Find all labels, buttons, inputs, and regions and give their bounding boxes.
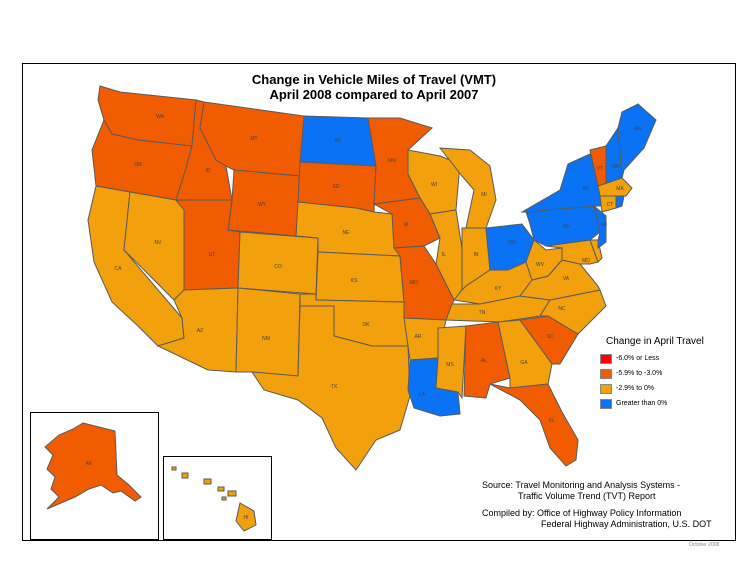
state-NJ <box>593 204 607 249</box>
compiled-line-2: Federal Highway Administration, U.S. DOT <box>541 519 712 529</box>
svg-text:MT: MT <box>250 136 257 142</box>
svg-text:AR: AR <box>415 334 422 340</box>
legend-title: Change in April Travel <box>606 336 704 347</box>
hawaii-inset: HI <box>163 456 272 540</box>
svg-text:NE: NE <box>343 230 351 236</box>
legend-label: -6.0% or Less <box>616 355 660 362</box>
legend-label: -5.9% to -3.0% <box>616 370 663 377</box>
svg-text:PA: PA <box>563 224 570 230</box>
date-note: October 2008 <box>689 542 720 548</box>
compiled-line-1: Compiled by: Office of Highway Policy In… <box>482 508 682 518</box>
svg-text:SD: SD <box>333 184 340 190</box>
state-UT <box>174 199 241 291</box>
svg-text:UT: UT <box>209 252 216 258</box>
svg-text:CO: CO <box>274 264 282 270</box>
svg-text:MD: MD <box>582 258 590 264</box>
state-IA <box>372 197 441 249</box>
state-FL <box>489 383 579 467</box>
svg-text:AZ: AZ <box>197 328 203 334</box>
svg-text:OK: OK <box>362 322 370 328</box>
svg-text:NC: NC <box>558 306 566 312</box>
state-HI <box>171 466 257 532</box>
svg-text:WI: WI <box>431 182 437 188</box>
hawaii-map: HI <box>171 466 257 532</box>
svg-text:ME: ME <box>634 126 642 132</box>
legend-label: -2.9% to 0% <box>616 385 655 392</box>
alaska-inset: AK <box>30 412 159 540</box>
legend-item: -5.9% to -3.0% <box>600 366 740 381</box>
svg-text:NJ: NJ <box>601 222 608 228</box>
state-TX <box>251 305 411 471</box>
svg-text:NM: NM <box>262 336 270 342</box>
svg-text:CT: CT <box>607 202 614 208</box>
map-subtitle: April 2008 compared to April 2007 <box>269 87 479 102</box>
svg-text:WA: WA <box>156 114 165 120</box>
state-CO <box>237 231 319 295</box>
svg-text:VT: VT <box>597 166 603 172</box>
state-ME <box>617 103 657 179</box>
svg-text:IN: IN <box>474 252 479 258</box>
svg-text:CA: CA <box>115 266 123 272</box>
alaska-map: AK <box>44 422 142 510</box>
svg-text:TX: TX <box>331 384 338 390</box>
svg-text:TN: TN <box>479 310 486 316</box>
svg-text:AK: AK <box>86 461 93 467</box>
state-AK <box>44 422 142 510</box>
source-line-2: Traffic Volume Trend (TVT) Report <box>518 491 656 501</box>
svg-text:MN: MN <box>388 158 396 164</box>
svg-text:SC: SC <box>547 334 554 340</box>
source-line-1: Source: Travel Monitoring and Analysis S… <box>482 480 681 490</box>
legend-swatch <box>600 368 612 379</box>
state-MA <box>597 177 633 197</box>
legend-items: -6.0% or Less -5.9% to -3.0% -2.9% to 0%… <box>600 351 740 411</box>
svg-text:NH: NH <box>612 164 620 170</box>
svg-text:ND: ND <box>334 138 342 144</box>
svg-text:GA: GA <box>520 360 528 366</box>
legend-item: Greater than 0% <box>600 396 740 411</box>
legend-item: -2.9% to 0% <box>600 381 740 396</box>
svg-text:HI: HI <box>244 515 249 521</box>
svg-text:MS: MS <box>446 362 454 368</box>
state-WY <box>227 169 301 237</box>
legend-swatch <box>600 353 612 364</box>
svg-text:LA: LA <box>419 392 426 398</box>
legend-swatch <box>600 398 612 409</box>
svg-text:ID: ID <box>206 168 211 174</box>
svg-text:OR: OR <box>134 162 142 168</box>
svg-text:FL: FL <box>549 418 555 424</box>
svg-text:NV: NV <box>155 240 163 246</box>
state-RI <box>615 195 625 209</box>
legend-item: -6.0% or Less <box>600 351 740 366</box>
svg-text:KY: KY <box>495 286 502 292</box>
state-KS <box>315 251 405 303</box>
svg-text:WY: WY <box>258 202 267 208</box>
svg-text:MI: MI <box>481 192 487 198</box>
svg-text:IL: IL <box>442 252 446 258</box>
state-NM <box>235 287 301 377</box>
map-title: Change in Vehicle Miles of Travel (VMT) <box>251 72 497 87</box>
svg-text:VA: VA <box>563 276 570 282</box>
svg-text:KS: KS <box>351 278 358 284</box>
legend-swatch <box>600 383 612 394</box>
svg-text:NY: NY <box>583 186 591 192</box>
svg-text:IA: IA <box>404 222 409 228</box>
svg-text:MA: MA <box>616 186 624 192</box>
svg-text:WV: WV <box>536 262 545 268</box>
legend-label: Greater than 0% <box>616 400 668 407</box>
state-SC <box>519 315 579 365</box>
svg-text:AL: AL <box>481 358 487 364</box>
svg-text:MO: MO <box>410 280 418 286</box>
legend: Change in April Travel -6.0% or Less -5.… <box>600 336 740 411</box>
svg-text:OH: OH <box>508 240 516 246</box>
